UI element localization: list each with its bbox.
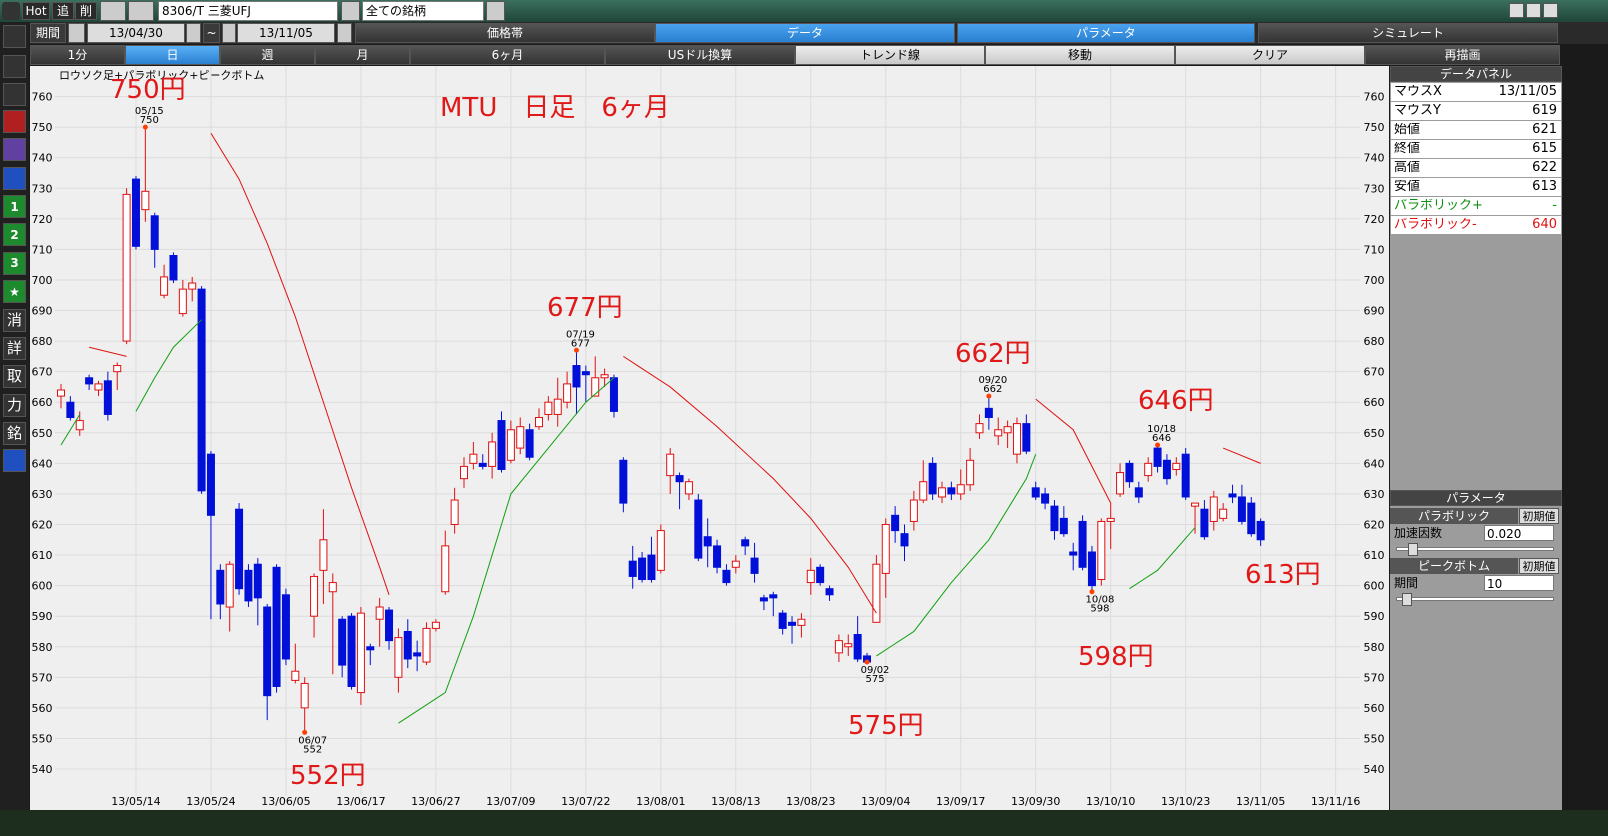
reset-button[interactable]: 初期値: [1519, 558, 1559, 574]
data-value: 619: [1532, 104, 1557, 118]
to-next[interactable]: [337, 23, 352, 43]
from-prev[interactable]: [68, 23, 85, 43]
tab[interactable]: パラメータ: [957, 23, 1255, 43]
data-value: -: [1552, 199, 1557, 213]
data-row-bg: [1391, 159, 1561, 177]
symbol-box[interactable]: 8306/T 三菱UFJ: [158, 1, 338, 21]
data-panel-title: データパネル: [1390, 66, 1562, 82]
tool-icon[interactable]: [3, 83, 26, 106]
close-button[interactable]: [1543, 3, 1558, 18]
data-label: 安値: [1394, 180, 1421, 194]
data-value: 621: [1532, 123, 1557, 137]
tab[interactable]: データ: [655, 23, 955, 43]
tool-icon[interactable]: [3, 167, 26, 190]
view-button[interactable]: USドル換算: [605, 45, 795, 65]
view-button[interactable]: トレンド線: [795, 45, 985, 65]
next-button[interactable]: [128, 1, 154, 21]
data-label: パラボリック-: [1394, 218, 1477, 232]
from-next[interactable]: [186, 23, 201, 43]
reset-button[interactable]: 初期値: [1519, 508, 1559, 524]
view-button[interactable]: 月: [315, 45, 410, 65]
tool-icon[interactable]: [3, 138, 26, 161]
side-button[interactable]: 2: [3, 223, 26, 247]
symbol-dropdown[interactable]: [341, 1, 360, 21]
data-value: 640: [1532, 218, 1557, 232]
chart-panel: [30, 66, 1389, 810]
period-sep: ~: [203, 23, 220, 43]
universe-box[interactable]: 全ての銘柄: [362, 1, 484, 21]
side-button[interactable]: 取: [3, 365, 26, 389]
view-button[interactable]: 週: [220, 45, 315, 65]
data-label: 終値: [1394, 142, 1421, 156]
slider-track: [1396, 597, 1554, 601]
data-label: マウスY: [1394, 104, 1441, 118]
data-label: パラボリック+: [1394, 199, 1483, 213]
data-row-bg: [1391, 216, 1561, 234]
data-value: 615: [1532, 142, 1557, 156]
data-label: マウスX: [1394, 85, 1442, 99]
tab[interactable]: シミュレート: [1258, 23, 1558, 43]
tool-icon[interactable]: [3, 55, 26, 78]
param-field: 加速因数: [1394, 527, 1443, 540]
universe-dropdown[interactable]: [486, 1, 505, 21]
to-date[interactable]: 13/11/05: [237, 23, 335, 43]
data-value: 613: [1532, 180, 1557, 194]
view-button[interactable]: 再描画: [1365, 45, 1560, 65]
view-button[interactable]: 日: [125, 45, 220, 65]
side-button[interactable]: 1: [3, 195, 26, 218]
data-value: 13/11/05: [1498, 85, 1557, 99]
side-button[interactable]: 力: [3, 393, 26, 417]
view-button[interactable]: 1分: [30, 45, 125, 65]
side-button[interactable]: 詳: [3, 337, 26, 360]
data-label: 高値: [1394, 161, 1421, 175]
data-row-bg: [1391, 102, 1561, 120]
hot-icon[interactable]: [2, 2, 20, 20]
data-row-bg: [1391, 83, 1561, 101]
side-button[interactable]: 消: [3, 308, 26, 332]
view-button[interactable]: クリア: [1175, 45, 1365, 65]
side-button[interactable]: 銘: [3, 422, 26, 446]
tool-icon[interactable]: [3, 110, 26, 133]
view-button[interactable]: 移動: [985, 45, 1175, 65]
data-row-bg: [1391, 121, 1561, 139]
period-label: 期間: [30, 23, 66, 43]
param-field: 期間: [1394, 577, 1419, 590]
hot-button[interactable]: Hot: [22, 2, 50, 20]
slider-thumb[interactable]: [1408, 543, 1418, 556]
settings-icon[interactable]: [3, 449, 26, 472]
slider-track: [1396, 547, 1554, 551]
minimize-button[interactable]: [1509, 3, 1524, 18]
tab[interactable]: 価格帯: [355, 23, 655, 43]
data-label: 始値: [1394, 123, 1421, 137]
side-button[interactable]: 3: [3, 251, 26, 275]
maximize-button[interactable]: [1526, 3, 1541, 18]
from-date[interactable]: 13/04/30: [87, 23, 185, 43]
prev-button[interactable]: [100, 1, 126, 21]
param-title: パラメータ: [1390, 490, 1562, 506]
slider-thumb[interactable]: [1402, 593, 1412, 606]
bottom-strip: [0, 810, 1608, 836]
data-row-bg: [1391, 140, 1561, 158]
param-value[interactable]: 10: [1484, 575, 1554, 591]
add-button[interactable]: 追: [52, 2, 74, 20]
data-row-bg: [1391, 197, 1561, 215]
side-button[interactable]: ★: [3, 280, 26, 304]
to-prev[interactable]: [222, 23, 236, 43]
param-value[interactable]: 0.020: [1484, 525, 1554, 541]
delete-button[interactable]: 削: [75, 2, 97, 20]
tool-icon[interactable]: [3, 25, 26, 48]
param-section: パラボリック: [1390, 508, 1518, 524]
data-value: 622: [1532, 161, 1557, 175]
view-button[interactable]: 6ヶ月: [410, 45, 605, 65]
param-section: ピークボトム: [1390, 558, 1518, 574]
data-row-bg: [1391, 178, 1561, 196]
